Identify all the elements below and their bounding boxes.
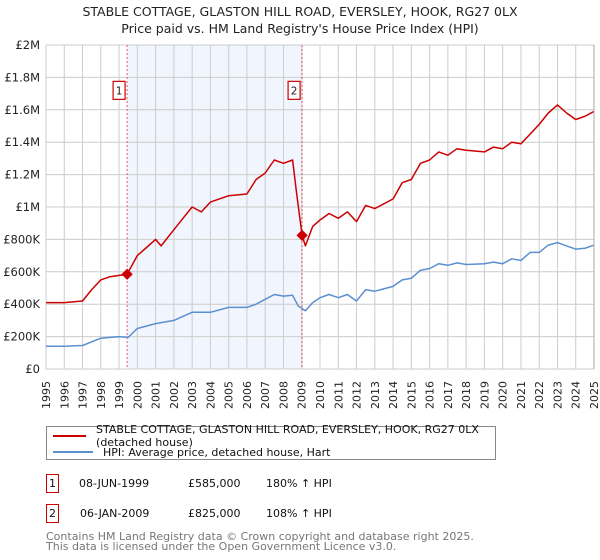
x-tick-label: 2008: [277, 381, 290, 409]
transaction-marker-badge: 1: [46, 474, 59, 493]
x-tick-label: 2022: [533, 381, 546, 409]
y-tick-label: £800K: [3, 232, 40, 246]
property-series-line: [46, 104, 595, 304]
x-tick-label: 2003: [186, 381, 199, 409]
x-tick-label: 2021: [515, 381, 528, 409]
x-tick-label: 2024: [570, 381, 583, 409]
x-tick-label: 2020: [497, 381, 510, 409]
x-tick-label: 2004: [204, 381, 217, 409]
legend: STABLE COTTAGE, GLASTON HILL ROAD, EVERS…: [46, 423, 496, 460]
transaction-row: 2 06-JAN-2009 £825,000 108% ↑ HPI: [46, 504, 546, 524]
x-tick-label: 2014: [387, 381, 400, 409]
x-tick-label: 1997: [77, 381, 90, 409]
chart-title: STABLE COTTAGE, GLASTON HILL ROAD, EVERS…: [82, 4, 518, 19]
y-tick-label: £1.4M: [4, 135, 40, 149]
chart-subtitle: Price paid vs. HM Land Registry's House …: [121, 21, 479, 36]
x-tick-label: 2023: [551, 381, 564, 409]
transaction-date: 08-JUN-1999: [79, 477, 150, 490]
y-tick-label: £1.6M: [4, 103, 40, 117]
transaction-row: 1 08-JUN-1999 £585,000 180% ↑ HPI: [46, 474, 546, 494]
sale-label: 1: [116, 85, 123, 97]
y-tick-label: £1.8M: [4, 70, 40, 84]
x-tick-label: 2007: [259, 381, 272, 409]
transaction-price: £825,000: [188, 507, 241, 520]
sale-label-box: [287, 80, 301, 100]
x-tick-label: 2005: [223, 381, 236, 409]
x-tick-label: 2009: [296, 381, 309, 409]
transaction-date: 06-JAN-2009: [80, 507, 150, 520]
x-tick-label: 2002: [168, 381, 181, 409]
transaction-price: £585,000: [188, 477, 241, 490]
sale-point: [296, 229, 308, 242]
x-tick-label: 2012: [351, 381, 364, 409]
x-tick-label: 2017: [442, 381, 455, 409]
transaction-marker-badge: 2: [46, 504, 59, 523]
legend-label-hpi: HPI: Average price, detached house, Hart: [103, 445, 331, 459]
y-tick-label: £1M: [15, 200, 40, 214]
x-tick-label: 2006: [241, 381, 254, 409]
x-tick-label: 2016: [424, 381, 437, 409]
legend-item-property: STABLE COTTAGE, GLASTON HILL ROAD, EVERS…: [53, 423, 495, 449]
legend-swatch-blue: [53, 451, 93, 453]
y-tick-label: £400K: [3, 297, 40, 311]
footer-licence: This data is licensed under the Open Gov…: [46, 540, 397, 553]
x-tick-label: 2000: [131, 381, 144, 409]
x-tick-label: 2019: [478, 381, 491, 409]
y-tick-label: £0: [25, 362, 40, 376]
sale-label-box: [112, 80, 126, 100]
legend-swatch-red: [53, 435, 87, 437]
x-tick-label: 1995: [40, 381, 53, 409]
x-tick-label: 2011: [332, 381, 345, 409]
legend-label-property: STABLE COTTAGE, GLASTON HILL ROAD, EVERS…: [96, 423, 479, 449]
x-tick-label: 1998: [95, 381, 108, 409]
transaction-hpi-change: 180% ↑ HPI: [266, 477, 332, 490]
x-tick-label: 2018: [460, 381, 473, 409]
y-tick-label: £200K: [3, 330, 40, 344]
x-tick-label: 2010: [314, 381, 327, 409]
price-chart: 1995 1996 1997 1998 1999 2000 2001 2002 2003 2004…: [3, 38, 600, 409]
y-tick-label: £600K: [3, 265, 40, 279]
x-tick-label: 2015: [405, 381, 418, 409]
x-tick-label: 2001: [150, 381, 163, 409]
y-tick-label: £1.2M: [4, 168, 40, 182]
legend-item-hpi: HPI: Average price, detached house, Hart: [53, 444, 330, 460]
hpi-series-line: [46, 241, 595, 348]
sale-label: 2: [291, 85, 298, 97]
x-tick-label: 2013: [369, 381, 382, 409]
footer-copyright: Contains HM Land Registry data © Crown c…: [46, 530, 474, 543]
x-tick-label: 2025: [588, 381, 600, 409]
y-tick-label: £2M: [15, 38, 40, 52]
x-tick-label: 1999: [113, 381, 126, 409]
x-tick-label: 1996: [58, 381, 71, 409]
transaction-hpi-change: 108% ↑ HPI: [266, 507, 332, 520]
